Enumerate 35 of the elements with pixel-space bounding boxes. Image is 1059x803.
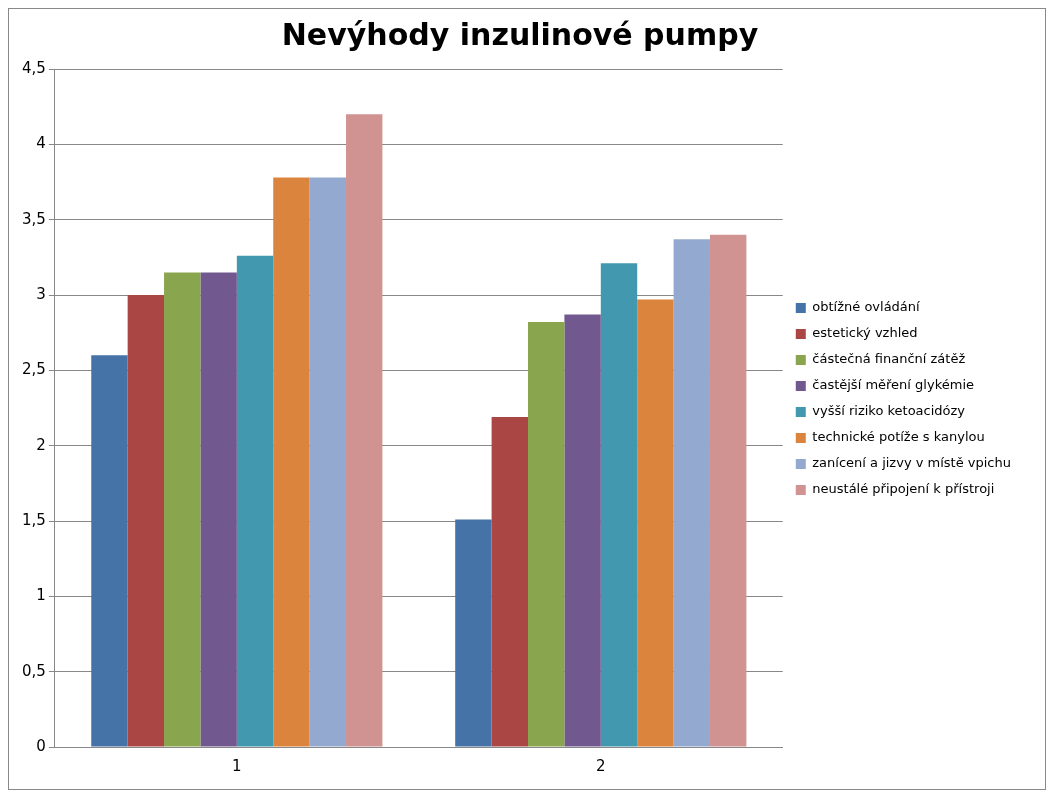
y-tick-label: 4 xyxy=(36,134,46,153)
bar xyxy=(91,355,128,747)
bar xyxy=(528,322,565,747)
y-tick-label: 3 xyxy=(36,284,46,303)
bar xyxy=(346,114,383,747)
y-tick-label: 0 xyxy=(36,736,46,755)
y-tick-label: 1 xyxy=(36,586,46,605)
bar xyxy=(273,177,310,747)
legend-label: částečná finanční zátěž xyxy=(812,351,966,367)
y-tick-label: 1,5 xyxy=(22,510,46,529)
legend-label: vyšší riziko ketoacidózy xyxy=(812,403,966,419)
legend-label: obtížné ovládání xyxy=(812,299,921,315)
legend-label: neustálé připojení k přístroji xyxy=(812,481,995,497)
legend-label: častější měření glykémie xyxy=(812,377,974,393)
y-tick-label: 2,5 xyxy=(22,360,46,379)
bar xyxy=(600,263,638,747)
y-tick-label: 0,5 xyxy=(22,661,46,680)
bar xyxy=(491,417,529,747)
bar xyxy=(200,272,237,747)
legend-label: estetický vzhled xyxy=(812,325,918,341)
bar xyxy=(637,299,674,747)
bar xyxy=(673,239,710,747)
legend-label: technické potíže s kanylou xyxy=(812,429,985,445)
y-tick-label: 3,5 xyxy=(22,209,46,228)
y-tick-label: 4,5 xyxy=(22,58,46,77)
bar xyxy=(236,255,274,747)
bar xyxy=(564,314,601,747)
y-tick-label: 2 xyxy=(36,435,46,454)
bar xyxy=(455,519,492,747)
legend-label: zanícení a jizvy v místě vpichu xyxy=(812,455,1012,471)
bar xyxy=(709,234,747,747)
bar xyxy=(309,177,347,747)
chart-title: Nevýhody inzulinové pumpy xyxy=(281,16,759,52)
bar xyxy=(164,272,201,747)
bar xyxy=(127,295,165,747)
